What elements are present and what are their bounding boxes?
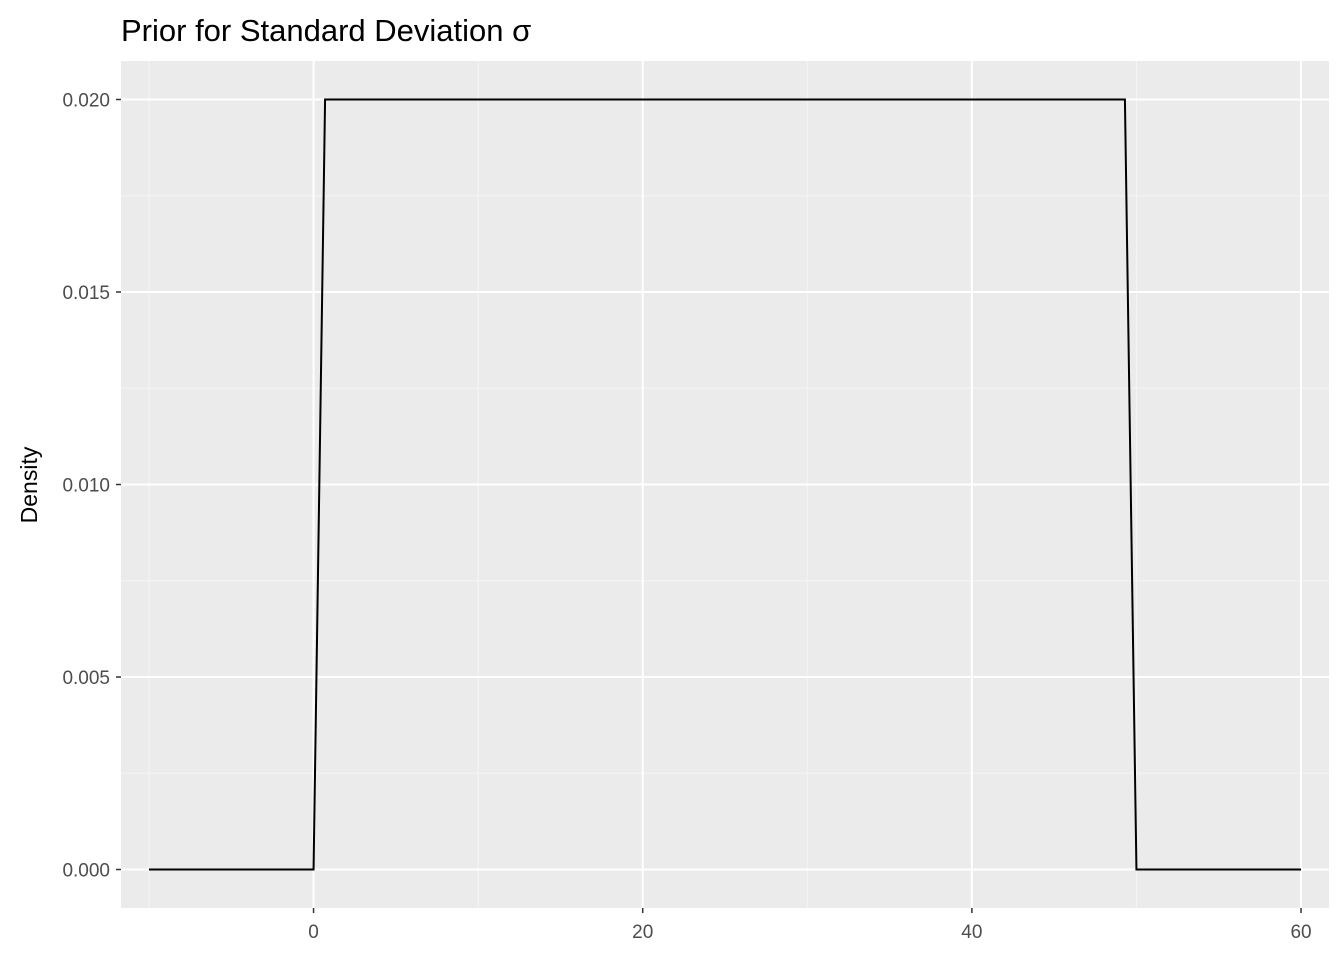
- x-tick-label: 20: [632, 922, 653, 943]
- y-tick-label: 0.015: [62, 283, 110, 304]
- y-axis: 0.000 0.005 0.010 0.015 0.020: [62, 91, 121, 882]
- chart-title: Prior for Standard Deviation σ: [121, 13, 531, 48]
- y-axis-label: Density: [16, 446, 42, 523]
- x-tick-label: 40: [961, 922, 982, 943]
- y-tick-label: 0.020: [62, 91, 110, 112]
- y-tick-label: 0.000: [62, 861, 110, 882]
- y-tick-label: 0.005: [62, 668, 110, 689]
- density-line: [148, 98, 1302, 871]
- x-tick-label: 0: [308, 922, 319, 943]
- x-axis: 0 20 40 60: [308, 908, 1312, 943]
- y-tick-label: 0.010: [62, 476, 110, 497]
- series-layer: [148, 98, 1302, 871]
- x-tick-label: 60: [1290, 922, 1311, 943]
